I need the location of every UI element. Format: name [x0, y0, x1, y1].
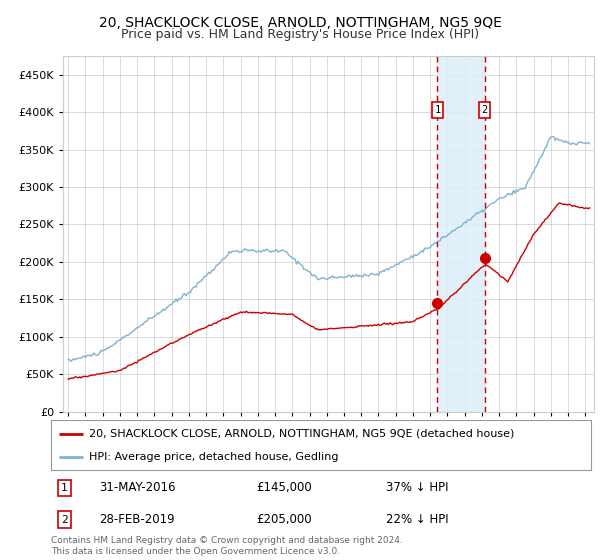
Text: 20, SHACKLOCK CLOSE, ARNOLD, NOTTINGHAM, NG5 9QE (detached house): 20, SHACKLOCK CLOSE, ARNOLD, NOTTINGHAM,…: [89, 428, 514, 438]
Text: 20, SHACKLOCK CLOSE, ARNOLD, NOTTINGHAM, NG5 9QE: 20, SHACKLOCK CLOSE, ARNOLD, NOTTINGHAM,…: [98, 16, 502, 30]
Text: 2: 2: [482, 105, 488, 115]
Text: Price paid vs. HM Land Registry's House Price Index (HPI): Price paid vs. HM Land Registry's House …: [121, 28, 479, 41]
Text: 1: 1: [434, 105, 440, 115]
Text: HPI: Average price, detached house, Gedling: HPI: Average price, detached house, Gedl…: [89, 452, 338, 462]
Text: 2: 2: [61, 515, 68, 525]
Bar: [437, 56, 485, 412]
Text: 1: 1: [61, 483, 68, 493]
Text: 28-FEB-2019: 28-FEB-2019: [100, 513, 175, 526]
Text: £205,000: £205,000: [256, 513, 312, 526]
Text: Contains HM Land Registry data © Crown copyright and database right 2024.
This d: Contains HM Land Registry data © Crown c…: [51, 536, 403, 556]
Text: 37% ↓ HPI: 37% ↓ HPI: [386, 482, 448, 494]
Text: 22% ↓ HPI: 22% ↓ HPI: [386, 513, 448, 526]
Text: 31-MAY-2016: 31-MAY-2016: [100, 482, 176, 494]
Text: £145,000: £145,000: [256, 482, 312, 494]
